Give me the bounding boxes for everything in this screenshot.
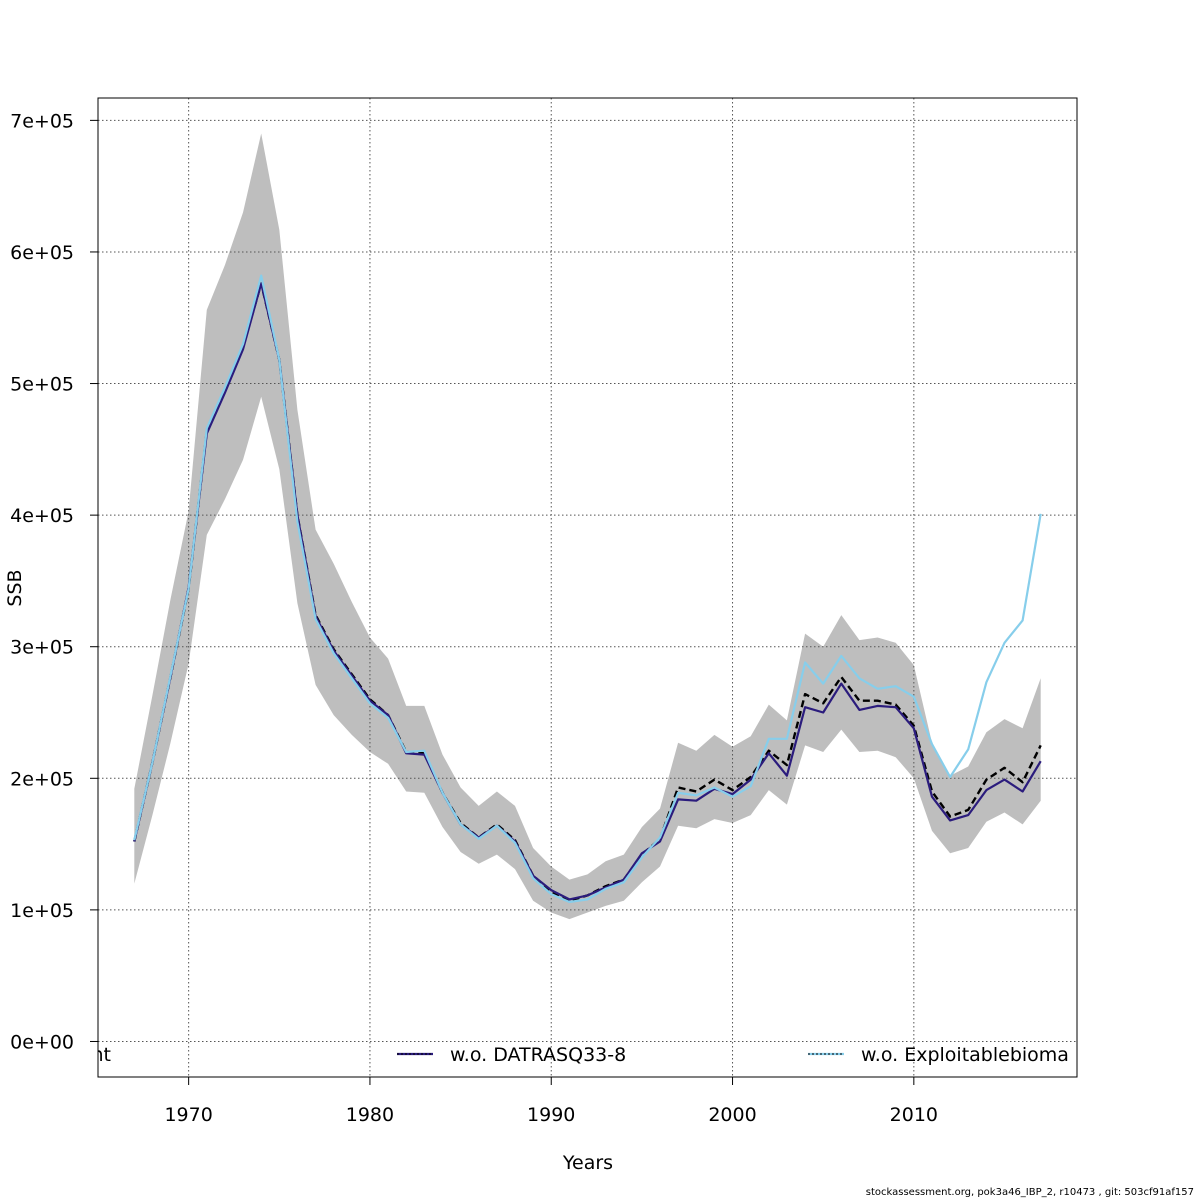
y-axis-label: SSB [4,569,26,606]
series-line-2 [133,274,1042,904]
legend-label-2: w.o. Exploitablebioma [861,1044,1069,1066]
y-tick-label: 5e+05 [10,374,74,396]
y-tick-label: 4e+05 [10,505,74,527]
plot-frame [97,97,1078,1078]
confidence-band [134,133,1041,920]
y-tick-label: 0e+00 [10,1031,74,1053]
y-tick-label: 7e+05 [10,110,74,132]
y-tick-label: 6e+05 [10,242,74,264]
legend-label-1: w.o. DATRASQ33-8 [450,1044,626,1066]
grid-lines [98,98,1077,1077]
x-tick-label: 1990 [527,1104,575,1126]
axes: 1970 1980 1990 2000 2010 0e+00 1e+05 2e+05 3e+05… [10,110,938,1126]
y-tick-label: 2e+05 [10,768,74,790]
x-tick-label: 2010 [890,1104,938,1126]
x-tick-label: 1970 [164,1104,212,1126]
y-tick-label: 3e+05 [10,637,74,659]
x-tick-label: 2000 [708,1104,756,1126]
footer-credit: stockassessment.org, pok3a46_IBP_2, r104… [865,1187,1194,1198]
x-tick-label: 1980 [346,1104,394,1126]
y-tick-label: 1e+05 [10,900,74,922]
series-lines [133,274,1042,904]
legend-label-0: nt [92,1044,112,1066]
x-axis-label: Years [562,1152,613,1174]
legend: nt w.o. DATRASQ33-8 w.o. Exploitablebioma [92,1044,1069,1066]
confidence-band-area [134,133,1041,920]
legend-body: nt w.o. DATRASQ33-8 w.o. Exploitablebioma [92,1044,1069,1066]
